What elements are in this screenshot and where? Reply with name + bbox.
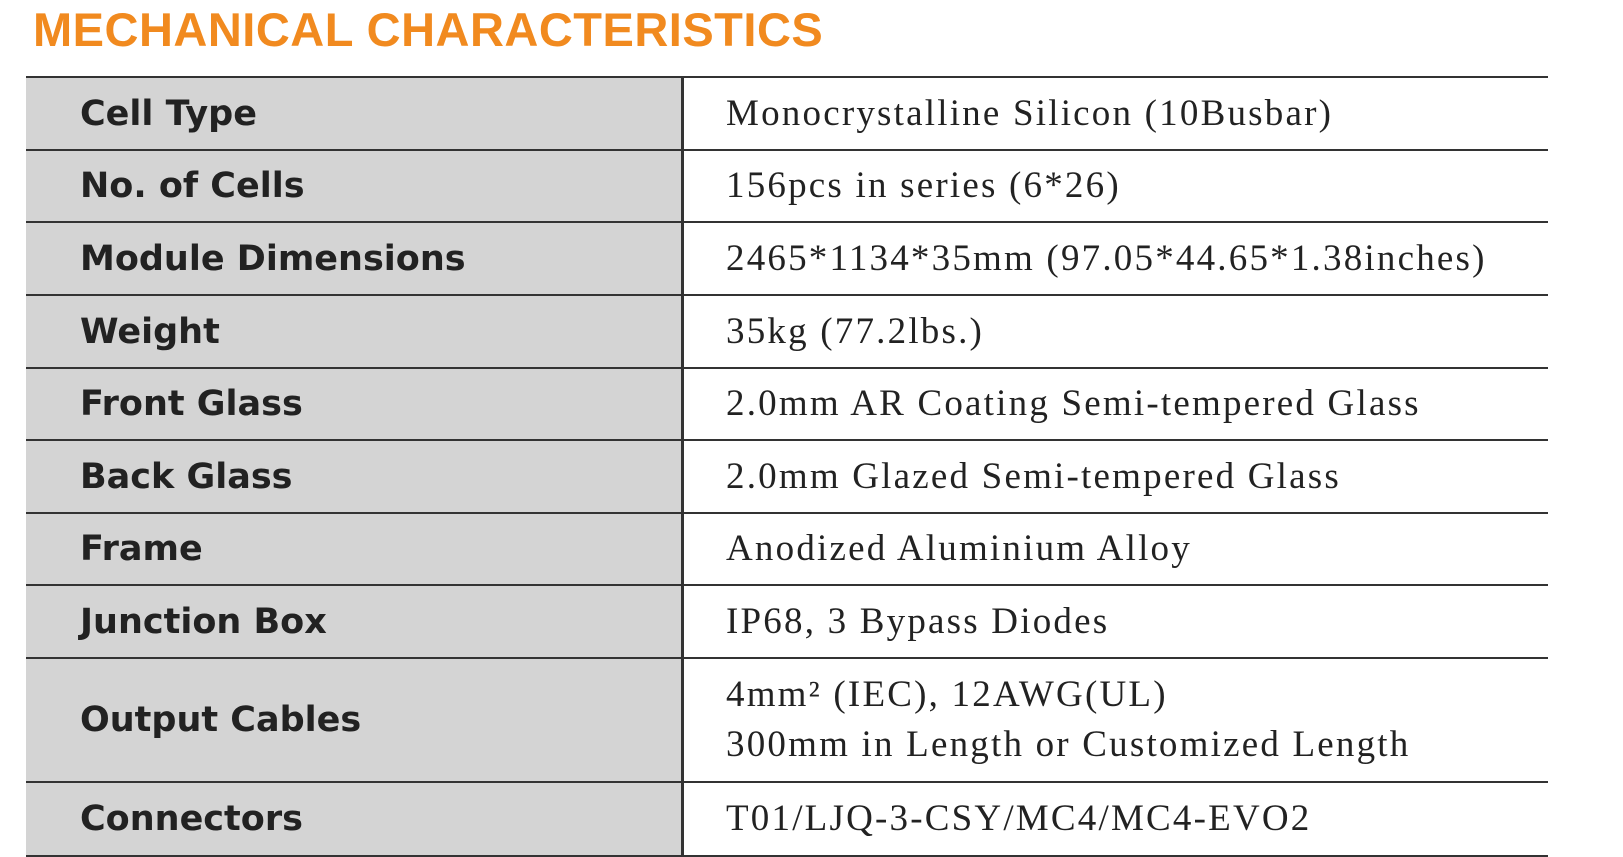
spec-table: Cell Type Monocrystalline Silicon (10Busb… [26, 76, 1548, 857]
row-value: Monocrystalline Silicon (10Busbar) [726, 78, 1548, 149]
table-row: Junction Box IP68, 3 Bypass Diodes [26, 586, 1548, 659]
value-line: 2465*1134*35mm (97.05*44.65*1.38inches) [726, 237, 1487, 279]
table-row: Module Dimensions 2465*1134*35mm (97.05*4… [26, 223, 1548, 296]
value-line: Anodized Aluminium Alloy [726, 528, 1192, 569]
row-value: 2465*1134*35mm (97.05*44.65*1.38inches) [726, 223, 1548, 294]
row-value: 156pcs in series (6*26) [726, 151, 1548, 221]
row-value: 2.0mm AR Coating Semi-tempered Glass [726, 369, 1548, 439]
row-label: Output Cables [26, 659, 684, 781]
table-row: Weight 35kg (77.2lbs.) [26, 296, 1548, 369]
table-row: Cell Type Monocrystalline Silicon (10Busb… [26, 78, 1548, 151]
row-value: Anodized Aluminium Alloy [726, 514, 1548, 584]
table-row: Frame Anodized Aluminium Alloy [26, 514, 1548, 586]
row-label: Back Glass [26, 441, 684, 512]
row-label: Frame [26, 514, 684, 584]
value-line: 35kg (77.2lbs.) [726, 310, 985, 352]
value-line: T01/LJQ-3-CSY/MC4/MC4-EVO2 [726, 798, 1312, 839]
row-label: Junction Box [26, 586, 684, 657]
row-label: Cell Type [26, 78, 684, 149]
table-row: Back Glass 2.0mm Glazed Semi-tempered Gla… [26, 441, 1548, 514]
row-label: No. of Cells [26, 151, 684, 221]
row-value: T01/LJQ-3-CSY/MC4/MC4-EVO2 [726, 783, 1548, 855]
value-line: 4mm² (IEC), 12AWG(UL) [726, 674, 1168, 715]
row-label: Module Dimensions [26, 223, 684, 294]
row-label: Connectors [26, 783, 684, 855]
row-value: 35kg (77.2lbs.) [726, 296, 1548, 367]
value-line: Monocrystalline Silicon (10Busbar) [726, 92, 1334, 134]
table-row: Connectors T01/LJQ-3-CSY/MC4/MC4-EVO2 [26, 783, 1548, 857]
table-row: No. of Cells 156pcs in series (6*26) [26, 151, 1548, 223]
row-label: Weight [26, 296, 684, 367]
table-row: Front Glass 2.0mm AR Coating Semi-tempere… [26, 369, 1548, 441]
value-line: IP68, 3 Bypass Diodes [726, 600, 1110, 642]
value-line: 2.0mm AR Coating Semi-tempered Glass [726, 383, 1421, 424]
section-title: MECHANICAL CHARACTERISTICS [33, 3, 824, 56]
value-line: 2.0mm Glazed Semi-tempered Glass [726, 455, 1341, 497]
row-value: 2.0mm Glazed Semi-tempered Glass [726, 441, 1548, 512]
value-line: 156pcs in series (6*26) [726, 165, 1121, 206]
table-row: Output Cables 4mm² (IEC), 12AWG(UL) 300mm … [26, 659, 1548, 783]
row-label: Front Glass [26, 369, 684, 439]
value-line: 300mm in Length or Customized Length [726, 724, 1411, 765]
row-value: 4mm² (IEC), 12AWG(UL) 300mm in Length or … [726, 659, 1548, 781]
row-value: IP68, 3 Bypass Diodes [726, 586, 1548, 657]
